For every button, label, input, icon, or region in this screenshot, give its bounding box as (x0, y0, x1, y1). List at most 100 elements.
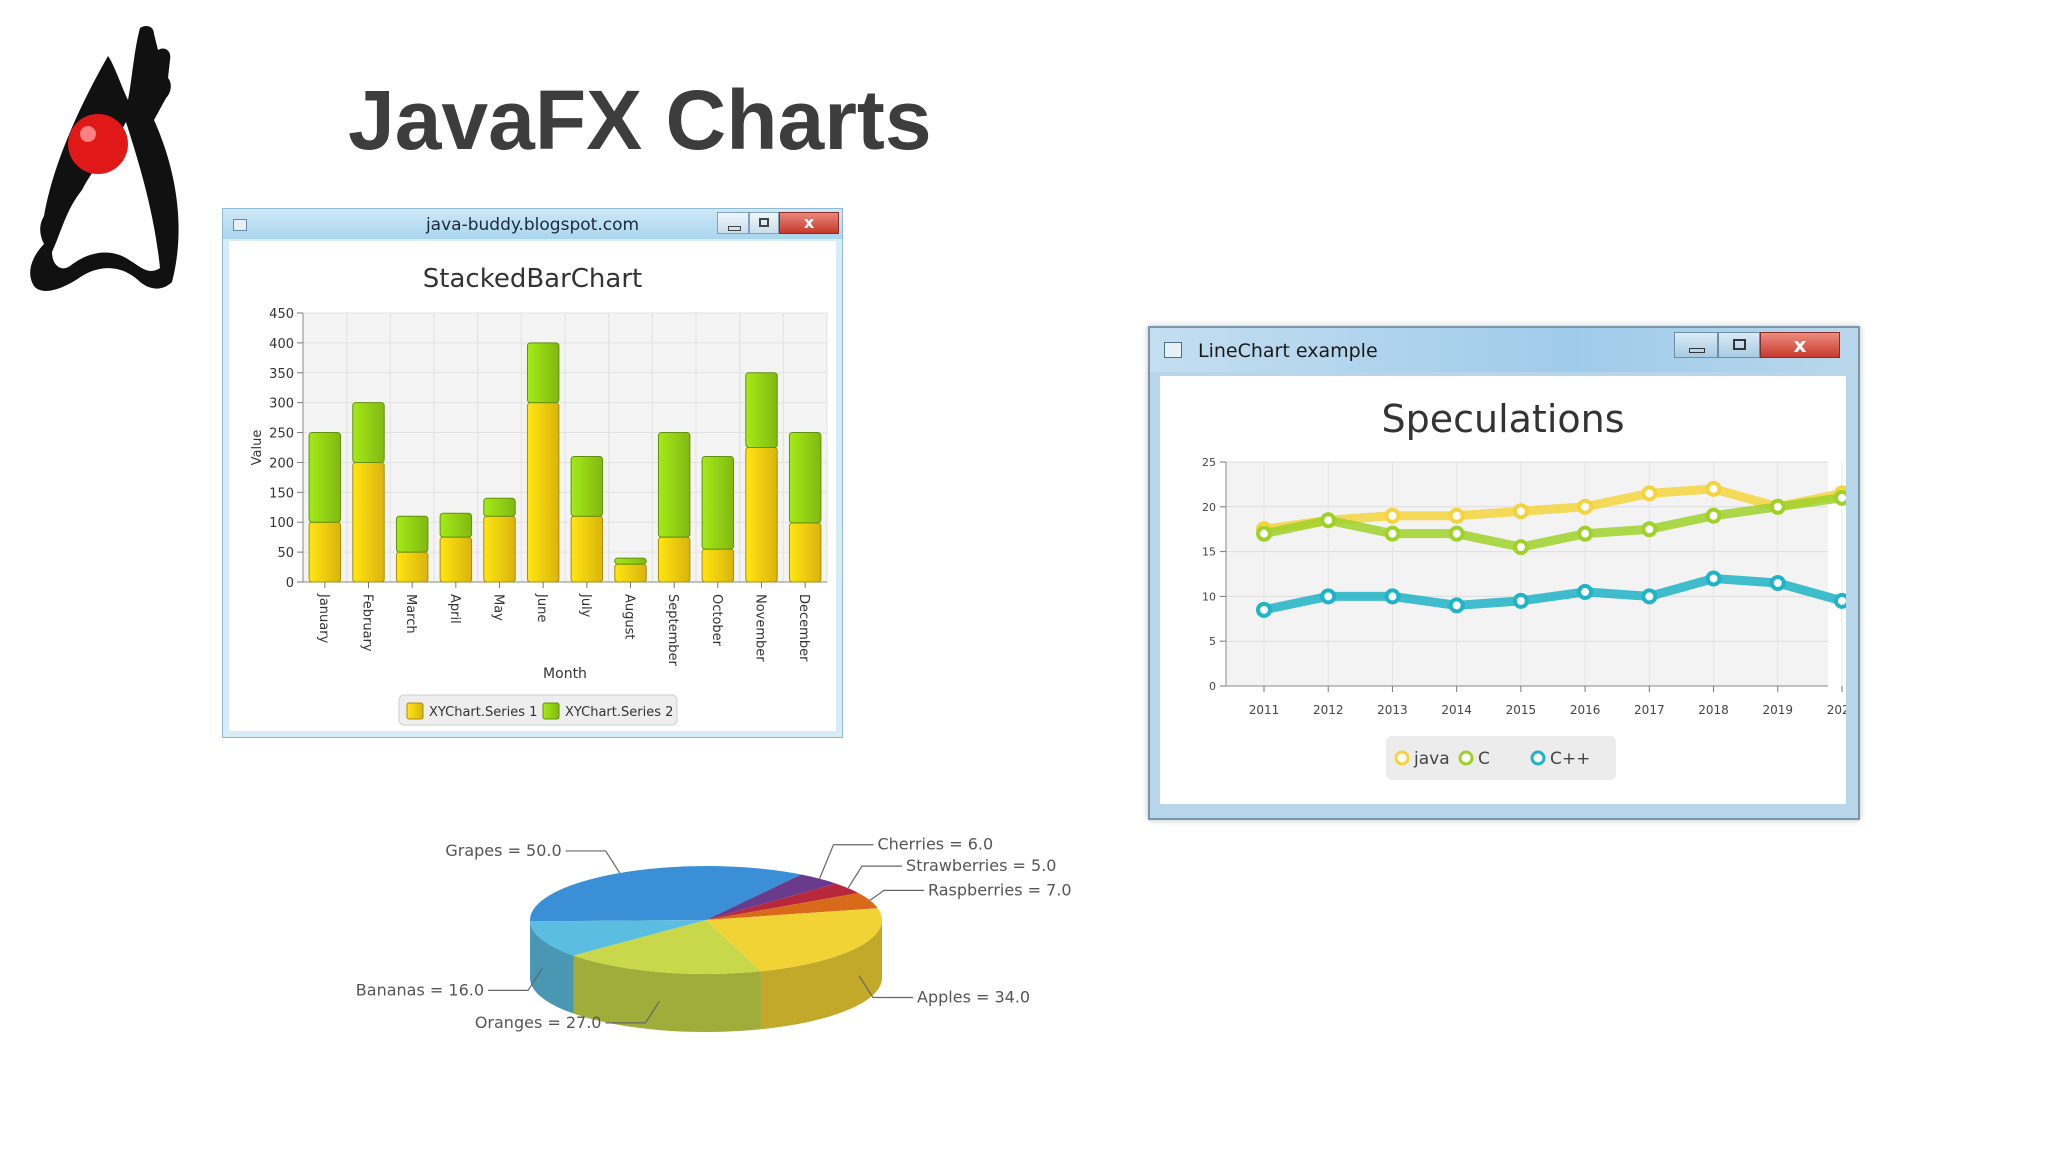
x-tick-label: 2011 (1249, 703, 1280, 717)
y-tick-label: 15 (1202, 546, 1216, 559)
x-tick-label: 2014 (1441, 703, 1472, 717)
pie-leader-line (818, 844, 874, 879)
bar-segment (483, 497, 516, 517)
legend-label: XYChart.Series 2 (565, 705, 673, 720)
data-point (1512, 539, 1529, 556)
bar-segment (788, 522, 822, 583)
y-tick-label: 450 (269, 307, 294, 322)
data-point (1384, 525, 1401, 542)
pie-leader-line (605, 1000, 660, 1024)
x-tick-label: 2016 (1570, 703, 1601, 717)
data-point (1448, 507, 1465, 524)
y-tick-label: 100 (269, 516, 294, 531)
pie-slice (706, 874, 836, 920)
window-title: java-buddy.blogspot.com (425, 215, 640, 235)
pie-slice (706, 908, 883, 972)
bar-segment (745, 372, 778, 448)
pie-leader-line (847, 865, 903, 889)
x-tick-label: January (316, 593, 331, 644)
data-point (1641, 588, 1658, 605)
data-point (1577, 498, 1594, 515)
pie-slice-label: Strawberries = 5.0 (906, 856, 1056, 875)
data-point (1834, 592, 1850, 609)
data-point (1834, 489, 1850, 506)
series-line (1259, 573, 1847, 615)
pie-chart-svg: Grapes = 50.0 Cherries = 6.0 Strawberries … (356, 835, 1072, 1032)
y-tick-label: 250 (269, 427, 294, 442)
x-tick-label: March (403, 594, 418, 634)
line-chart-svg: Speculations 0 5 10 15 20 25 2011 2012 2013 2014 20… (1202, 397, 1857, 780)
line-chart: Speculations 0 5 10 15 20 25 2011 2012 2013 2014 20… (1160, 376, 1857, 804)
y-tick-label: 150 (269, 486, 294, 501)
bar-segment (570, 455, 604, 517)
data-point (1256, 525, 1272, 542)
data-point (1448, 525, 1465, 542)
x-tick-label: April (447, 594, 462, 624)
y-tick-label: 300 (269, 397, 294, 412)
minimize-icon (1689, 348, 1705, 353)
y-tick-label: 20 (1202, 501, 1216, 514)
pie-slice-side (573, 955, 761, 1032)
y-tick-label: 200 (269, 456, 294, 471)
bar-segment (745, 447, 778, 583)
legend-label: C (1478, 749, 1490, 769)
data-point (1320, 512, 1337, 529)
data-point (1577, 525, 1594, 542)
minimize-icon (728, 226, 741, 231)
close-button[interactable]: x (1760, 332, 1840, 358)
maximize-button[interactable] (1718, 332, 1760, 358)
stacked-bar-window: java-buddy.blogspot.com x StackedBarChar… (222, 208, 843, 738)
legend-marker (1458, 750, 1474, 766)
x-tick-label: May (491, 594, 506, 621)
bar-segment (570, 515, 604, 583)
legend-marker (1530, 750, 1546, 766)
minimize-button[interactable] (1674, 332, 1718, 358)
maximize-icon (1733, 339, 1746, 350)
window-title: LineChart example (1198, 340, 1378, 362)
close-icon: x (803, 213, 815, 232)
bar-segment (526, 342, 560, 404)
minimize-button[interactable] (717, 212, 749, 234)
bar-segment (614, 563, 647, 583)
series-line (1259, 484, 1847, 534)
chart-title: StackedBarChart (423, 264, 642, 294)
bar-segment (308, 521, 342, 583)
pie-leader-line (488, 968, 543, 992)
window-titlebar[interactable]: LineChart example x (1150, 328, 1858, 372)
legend-label: java (1413, 749, 1450, 769)
x-tick-label: November (753, 594, 768, 662)
x-tick-label: 2018 (1698, 703, 1729, 717)
bar-segment (439, 512, 473, 538)
x-tick-label: July (578, 593, 593, 618)
pie-slice-side (530, 921, 574, 1014)
x-tick-label: June (534, 593, 549, 622)
y-tick-label: 10 (1202, 590, 1216, 603)
chart-legend (398, 694, 678, 726)
bar-segment (352, 402, 385, 463)
pie-slice-label: Cherries = 6.0 (877, 835, 993, 854)
bar-segment (395, 551, 429, 583)
x-tick-label: 2017 (1634, 703, 1665, 717)
legend-swatch (542, 702, 560, 720)
y-tick-label: 50 (277, 546, 294, 561)
bar-segment (657, 536, 691, 583)
bar-segment (788, 432, 822, 524)
x-tick-label: October (709, 594, 724, 647)
slide-title: JavaFX Charts (348, 73, 932, 167)
y-tick-label: 350 (269, 367, 294, 382)
data-point (1448, 597, 1465, 614)
pie-leader-line (858, 975, 914, 999)
bar-segment (614, 557, 647, 565)
data-point (1384, 588, 1401, 605)
data-point (1641, 521, 1658, 538)
y-tick-label: 5 (1209, 635, 1216, 648)
y-tick-label: 0 (1209, 680, 1216, 693)
window-titlebar[interactable]: java-buddy.blogspot.com x (223, 209, 842, 239)
data-point (1512, 503, 1529, 520)
x-tick-label: 2013 (1377, 703, 1408, 717)
data-point (1512, 592, 1529, 609)
close-button[interactable]: x (779, 212, 839, 234)
maximize-button[interactable] (749, 212, 779, 234)
data-point (1577, 583, 1594, 600)
bar-segment (308, 432, 342, 523)
